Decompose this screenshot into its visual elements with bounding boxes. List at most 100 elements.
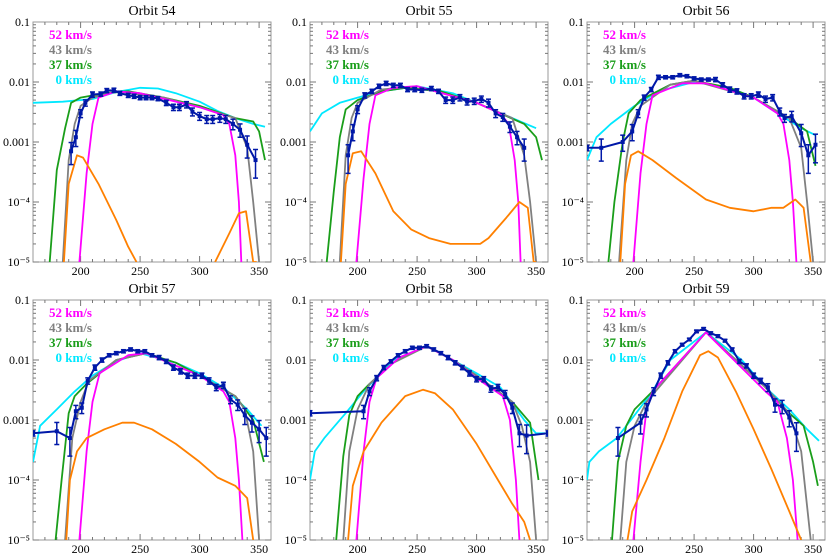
- legend-entry: 52 km/s: [49, 27, 92, 42]
- y-tick-label: 0.01: [286, 75, 307, 89]
- data-point: [245, 142, 250, 147]
- data-point: [164, 100, 169, 105]
- x-tick-label: 200: [626, 542, 644, 556]
- series-line-4: [340, 150, 537, 262]
- panel-title: Orbit 57: [128, 282, 175, 297]
- data-point: [117, 91, 122, 96]
- data-point: [361, 409, 366, 414]
- x-tick-label: 250: [131, 542, 149, 556]
- data-point: [150, 95, 154, 100]
- data-point: [438, 351, 443, 356]
- data-point: [33, 431, 35, 436]
- data-point: [467, 371, 472, 376]
- data-point: [410, 345, 415, 350]
- legend-entry: 43 km/s: [49, 42, 92, 57]
- series-line-43-km-s: [61, 90, 260, 262]
- data-point: [257, 427, 262, 432]
- data-point: [217, 116, 222, 121]
- series-group: [587, 72, 818, 262]
- data-point: [522, 145, 527, 150]
- data-point: [500, 115, 505, 120]
- y-tick-label: 0.01: [563, 353, 584, 367]
- data-point: [388, 359, 393, 364]
- panel-orbit-59: Orbit 59 200 250 300 350 0.1 0.01 0.001 10⁻⁴ 10⁻⁵…: [557, 282, 826, 556]
- x-tick-label: 300: [745, 542, 763, 556]
- legend-entry: 52 km/s: [326, 305, 369, 320]
- data-point: [90, 92, 95, 97]
- data-point: [770, 95, 775, 100]
- data-point: [235, 402, 240, 407]
- data-point: [794, 431, 799, 436]
- series-line-0-km-s: [33, 352, 263, 463]
- y-tick-label: 0.1: [15, 15, 30, 29]
- x-tick-label: 350: [250, 542, 268, 556]
- legend-entry: 52 km/s: [49, 305, 92, 320]
- data-point: [419, 88, 424, 93]
- y-tick-label: 10⁻⁴: [561, 195, 584, 209]
- x-tick-label: 300: [191, 542, 209, 556]
- data-point: [670, 75, 675, 80]
- y-tick-label: 0.001: [557, 135, 584, 149]
- data-point: [85, 378, 90, 383]
- data-point: [391, 83, 396, 88]
- data-point: [763, 97, 768, 102]
- series-line-4: [347, 388, 531, 540]
- series-line-4: [619, 150, 812, 262]
- data-point: [486, 100, 491, 105]
- legend-entry: 37 km/s: [603, 335, 646, 350]
- panel-title: Orbit 55: [405, 4, 452, 19]
- data-point: [587, 145, 589, 150]
- panel-title: Orbit 54: [128, 4, 175, 19]
- y-tick-label: 10⁻⁵: [284, 533, 307, 547]
- legend-entry: 0 km/s: [56, 72, 92, 87]
- data-point: [144, 95, 149, 100]
- x-tick-label: 200: [626, 264, 644, 278]
- data-point: [67, 436, 72, 441]
- series-line-43-km-s: [64, 352, 260, 540]
- data-point: [253, 158, 258, 163]
- data-point: [431, 347, 436, 352]
- y-tick-label: 0.1: [292, 293, 307, 307]
- panel-orbit-58: Orbit 58 200 250 300 350 0.1 0.01 0.001 10⁻⁴ 10⁻⁵…: [280, 282, 549, 556]
- x-tick-label: 300: [468, 264, 486, 278]
- data-point: [638, 420, 643, 425]
- y-tick-label: 0.001: [3, 135, 30, 149]
- data-point: [178, 369, 183, 374]
- data-point: [620, 140, 625, 144]
- data-point: [78, 111, 83, 116]
- data-point: [403, 349, 408, 354]
- panel-title: Orbit 56: [682, 4, 729, 19]
- data-point: [150, 353, 154, 358]
- data-point: [362, 93, 367, 98]
- y-tick-label: 0.1: [292, 15, 307, 29]
- legend-entry: 0 km/s: [610, 72, 646, 87]
- data-point: [773, 402, 778, 407]
- x-tick-label: 200: [349, 264, 367, 278]
- data-point: [479, 97, 484, 102]
- data-point: [138, 95, 143, 100]
- data-point: [460, 365, 465, 370]
- x-tick-label: 250: [131, 264, 149, 278]
- y-tick-label: 10⁻⁴: [561, 473, 584, 487]
- data-point: [694, 329, 699, 334]
- series-line-4: [214, 210, 257, 262]
- data-point: [599, 145, 604, 150]
- data-point: [374, 376, 379, 381]
- data-point: [405, 87, 410, 92]
- data-point: [684, 74, 689, 79]
- y-tick-label: 10⁻⁴: [7, 195, 30, 209]
- data-point: [107, 353, 112, 358]
- data-point: [346, 153, 351, 158]
- data-point: [177, 105, 182, 110]
- series-line-52-km-s: [355, 85, 522, 262]
- x-tick-label: 200: [72, 542, 90, 556]
- y-tick-label: 10⁻⁴: [284, 195, 307, 209]
- data-point: [481, 377, 486, 382]
- data-point: [720, 82, 725, 87]
- data-point: [443, 98, 448, 103]
- x-tick-label: 350: [527, 542, 545, 556]
- legend-entry: 0 km/s: [333, 72, 369, 87]
- data-point: [384, 81, 389, 86]
- data-point: [92, 365, 97, 370]
- y-tick-label: 0.01: [563, 75, 584, 89]
